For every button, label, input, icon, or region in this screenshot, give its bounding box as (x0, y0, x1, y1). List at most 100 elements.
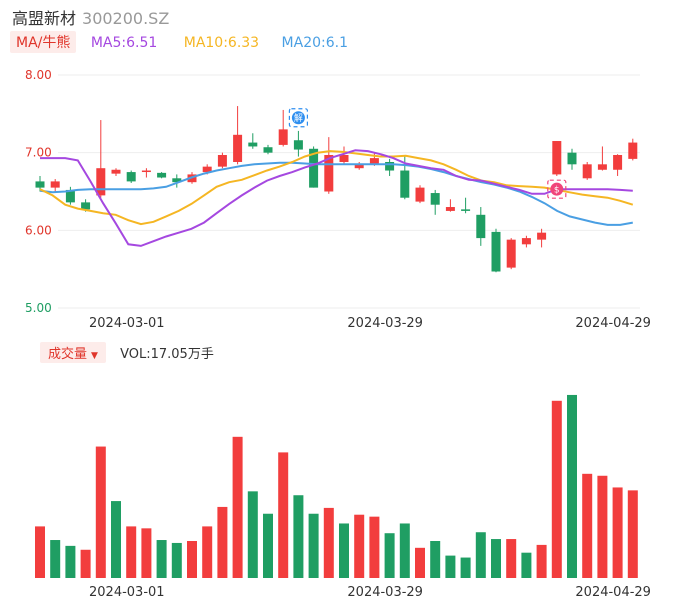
volume-bar (384, 533, 395, 578)
candle-body (233, 134, 243, 162)
volume-legend: 成交量 ▼ VOL:17.05万手 (40, 342, 214, 363)
candle-body (263, 147, 273, 153)
volume-bar (187, 541, 197, 578)
volume-bar (612, 487, 623, 578)
unlock-badge-frame (288, 108, 308, 128)
dropdown-triangle-icon: ▼ (91, 351, 98, 361)
candle-body (385, 161, 395, 171)
y-tick-label: 6.00 (25, 223, 52, 237)
volume-bar (263, 513, 273, 578)
candle-body (126, 172, 136, 182)
volume-bar (491, 539, 501, 578)
x-tick-label: 2024-04-29 (575, 585, 651, 600)
ma5-line (40, 149, 633, 247)
candle-body (613, 154, 623, 170)
volume-bar (369, 516, 380, 578)
x-tick-label: 2024-03-01 (89, 585, 165, 600)
stock-title: 高盟新材 300200.SZ (12, 5, 169, 29)
volume-bar (399, 523, 410, 578)
moving-averages (39, 149, 634, 247)
ma10-label: MA10:6.33 (183, 35, 260, 51)
candle-body (400, 170, 410, 198)
dollar-badge-frame (547, 179, 567, 199)
x-tick-label: 2024-03-01 (89, 316, 165, 331)
volume-bar (475, 532, 486, 578)
y-tick-label: 7.00 (25, 146, 52, 160)
candle-body (445, 207, 455, 211)
volume-bar (521, 552, 532, 578)
price-axis: 8.00 7.00 6.00 5.00 (25, 68, 52, 315)
candle-body (293, 140, 303, 150)
stock-code: 300200.SZ (82, 9, 170, 28)
candle-body (582, 164, 592, 179)
volume-bar (567, 394, 577, 578)
volume-bar (247, 491, 258, 578)
candle-body (537, 232, 547, 240)
volume-bar (202, 526, 213, 578)
candle-body (521, 238, 531, 245)
volume-bar (171, 542, 182, 578)
candle-body (217, 154, 227, 167)
volume-bar (506, 539, 517, 578)
candle-body (415, 187, 425, 202)
volume-bar (460, 557, 471, 578)
volume-value-label: VOL:17.05万手 (120, 347, 214, 362)
candle-body (506, 239, 516, 268)
unlock-badge-text: 解 (294, 112, 303, 124)
volume-bar (415, 547, 425, 578)
candle-body (354, 164, 364, 169)
volume-bars (35, 394, 638, 578)
candle-body (309, 148, 319, 188)
volume-bar (354, 514, 365, 578)
candle-body (50, 181, 60, 188)
candle-body (491, 231, 501, 272)
ma-toggle-button[interactable]: MA/牛熊 (10, 31, 77, 53)
dollar-badge-text: $ (554, 186, 560, 196)
markers: 解$ (288, 108, 567, 199)
candle-body (141, 170, 151, 173)
candle-body (628, 142, 638, 159)
volume-bar (536, 544, 547, 578)
candle-body (172, 178, 182, 183)
candle-body (35, 181, 45, 188)
candle-body (597, 164, 607, 170)
volume-bar (278, 452, 289, 578)
volume-bar (156, 540, 167, 578)
volume-bar (308, 513, 319, 578)
ma10-line (39, 150, 634, 226)
volume-bar (627, 490, 638, 578)
unlock-badge-icon (291, 111, 305, 125)
candle-body (476, 214, 486, 239)
dollar-badge-icon (550, 182, 564, 196)
candle-body (157, 172, 167, 178)
volume-indicator-dropdown[interactable]: 成交量 ▼ (40, 342, 106, 363)
volume-date-axis: 2024-03-01 2024-03-29 2024-04-29 (89, 585, 651, 600)
candle-body (339, 154, 349, 162)
x-tick-label: 2024-03-29 (347, 585, 423, 600)
candle-body (324, 154, 334, 192)
candles (35, 106, 638, 273)
candle-body (248, 142, 258, 147)
price-grid (58, 74, 640, 309)
candle-body (111, 169, 121, 174)
candle-body (65, 189, 75, 203)
volume-bar (95, 446, 106, 578)
volume-bar (445, 555, 456, 578)
candle-body (81, 202, 91, 210)
ma20-line (39, 161, 633, 226)
candle-body (567, 152, 577, 165)
volume-bar (65, 545, 76, 578)
volume-bar (111, 501, 121, 578)
candle-body (430, 193, 440, 205)
ma20-label: MA20:6.1 (281, 35, 348, 51)
ma5-label: MA5:6.51 (90, 35, 158, 51)
y-tick-label: 5.00 (25, 301, 52, 315)
volume-bar (141, 528, 152, 578)
price-date-axis: 2024-03-01 2024-03-29 2024-04-29 (89, 316, 651, 331)
candle-body (202, 166, 212, 173)
stock-name: 高盟新材 (12, 9, 77, 28)
y-tick-label: 8.00 (25, 68, 52, 82)
volume-bar (293, 495, 304, 578)
volume-bar (217, 506, 228, 578)
